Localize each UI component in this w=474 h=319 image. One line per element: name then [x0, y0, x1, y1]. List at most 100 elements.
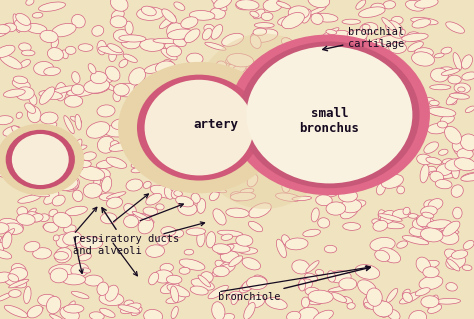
Ellipse shape [402, 289, 410, 297]
Ellipse shape [375, 250, 390, 262]
Ellipse shape [447, 259, 460, 271]
Ellipse shape [451, 185, 463, 197]
Ellipse shape [200, 185, 227, 193]
Ellipse shape [427, 220, 451, 229]
Ellipse shape [118, 305, 140, 313]
Ellipse shape [125, 127, 137, 136]
Ellipse shape [379, 35, 406, 46]
Ellipse shape [308, 0, 329, 8]
Ellipse shape [376, 301, 390, 317]
Ellipse shape [88, 63, 96, 74]
Ellipse shape [370, 39, 389, 49]
Ellipse shape [454, 158, 474, 171]
Ellipse shape [107, 197, 123, 208]
Ellipse shape [0, 124, 84, 195]
Ellipse shape [56, 234, 72, 248]
Ellipse shape [360, 23, 378, 34]
Ellipse shape [161, 282, 179, 293]
Ellipse shape [458, 87, 465, 92]
Ellipse shape [111, 119, 129, 130]
Ellipse shape [326, 30, 337, 34]
Ellipse shape [415, 288, 430, 296]
Ellipse shape [122, 128, 135, 138]
Ellipse shape [188, 261, 203, 269]
Ellipse shape [134, 85, 155, 98]
Ellipse shape [253, 28, 266, 36]
Ellipse shape [72, 239, 84, 248]
Ellipse shape [378, 210, 388, 223]
Ellipse shape [129, 123, 138, 131]
Ellipse shape [364, 294, 376, 309]
Ellipse shape [27, 106, 41, 123]
Ellipse shape [16, 13, 30, 26]
Ellipse shape [197, 230, 205, 247]
Ellipse shape [47, 48, 64, 61]
Ellipse shape [282, 180, 291, 193]
Ellipse shape [78, 160, 91, 167]
Ellipse shape [397, 241, 408, 248]
Ellipse shape [328, 286, 354, 292]
Ellipse shape [165, 275, 177, 289]
Ellipse shape [408, 41, 423, 52]
Ellipse shape [178, 201, 197, 215]
Ellipse shape [4, 23, 17, 32]
Ellipse shape [14, 19, 31, 32]
Ellipse shape [71, 84, 84, 95]
Ellipse shape [103, 126, 127, 137]
Ellipse shape [121, 35, 141, 49]
Ellipse shape [129, 68, 146, 85]
Ellipse shape [230, 192, 244, 201]
Ellipse shape [231, 294, 238, 305]
Ellipse shape [55, 248, 72, 263]
Ellipse shape [62, 175, 79, 190]
Ellipse shape [107, 192, 126, 199]
Ellipse shape [449, 93, 469, 99]
Ellipse shape [426, 166, 437, 174]
Ellipse shape [423, 260, 439, 268]
Ellipse shape [445, 249, 461, 262]
Ellipse shape [202, 28, 212, 40]
Ellipse shape [382, 18, 396, 32]
Ellipse shape [313, 310, 333, 319]
Ellipse shape [67, 88, 94, 97]
Ellipse shape [161, 48, 177, 60]
Ellipse shape [436, 298, 461, 304]
Ellipse shape [222, 33, 244, 46]
Ellipse shape [226, 244, 250, 252]
Ellipse shape [31, 214, 43, 222]
Ellipse shape [463, 241, 474, 249]
Ellipse shape [131, 167, 146, 173]
Ellipse shape [65, 145, 87, 153]
Ellipse shape [159, 15, 175, 29]
Ellipse shape [113, 92, 121, 102]
Ellipse shape [383, 1, 395, 9]
Ellipse shape [215, 260, 224, 267]
Ellipse shape [97, 105, 115, 117]
Ellipse shape [0, 25, 10, 34]
Ellipse shape [84, 275, 103, 286]
Ellipse shape [12, 134, 69, 185]
Ellipse shape [121, 128, 139, 141]
Ellipse shape [328, 271, 336, 282]
Ellipse shape [246, 276, 267, 290]
Ellipse shape [211, 0, 227, 11]
Ellipse shape [49, 264, 75, 278]
Ellipse shape [342, 296, 353, 304]
Ellipse shape [149, 167, 163, 173]
Ellipse shape [0, 250, 12, 259]
Ellipse shape [424, 142, 438, 153]
Ellipse shape [445, 159, 466, 171]
Ellipse shape [248, 295, 265, 308]
Ellipse shape [238, 248, 258, 254]
Ellipse shape [462, 55, 473, 69]
Ellipse shape [329, 271, 351, 283]
Ellipse shape [12, 126, 22, 135]
Ellipse shape [133, 213, 152, 224]
Ellipse shape [57, 177, 78, 191]
Ellipse shape [2, 274, 27, 288]
Ellipse shape [440, 115, 454, 124]
Ellipse shape [166, 296, 185, 303]
Ellipse shape [26, 208, 36, 217]
Ellipse shape [156, 236, 169, 245]
Ellipse shape [429, 171, 454, 178]
